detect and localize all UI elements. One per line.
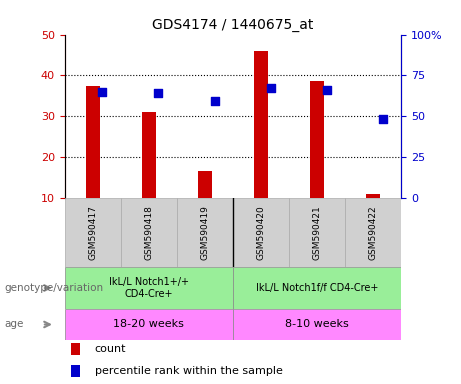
Bar <box>71 365 80 377</box>
Text: percentile rank within the sample: percentile rank within the sample <box>95 366 283 376</box>
Bar <box>198 171 212 198</box>
Text: count: count <box>95 344 126 354</box>
Text: 18-20 weeks: 18-20 weeks <box>113 319 184 329</box>
Bar <box>65 309 233 340</box>
Text: IkL/L Notch1+/+
CD4-Cre+: IkL/L Notch1+/+ CD4-Cre+ <box>109 277 189 299</box>
Bar <box>310 81 324 198</box>
Text: GSM590417: GSM590417 <box>88 205 97 260</box>
Text: GSM590419: GSM590419 <box>200 205 209 260</box>
Bar <box>142 112 156 198</box>
Text: age: age <box>5 319 24 329</box>
Bar <box>65 267 233 309</box>
Bar <box>289 198 345 267</box>
Text: GSM590421: GSM590421 <box>313 205 321 260</box>
Bar <box>233 267 401 309</box>
Text: GSM590422: GSM590422 <box>368 205 378 260</box>
Text: GSM590418: GSM590418 <box>144 205 153 260</box>
Bar <box>177 198 233 267</box>
Point <box>379 116 386 122</box>
Point <box>267 85 274 91</box>
Text: genotype/variation: genotype/variation <box>5 283 104 293</box>
Bar <box>65 198 121 267</box>
Bar <box>254 51 268 198</box>
Bar <box>71 343 80 355</box>
Point <box>155 90 162 96</box>
Bar <box>121 198 177 267</box>
Bar <box>366 194 380 198</box>
Title: GDS4174 / 1440675_at: GDS4174 / 1440675_at <box>152 18 313 32</box>
Bar <box>345 198 401 267</box>
Bar <box>233 198 289 267</box>
Text: IkL/L Notch1f/f CD4-Cre+: IkL/L Notch1f/f CD4-Cre+ <box>256 283 378 293</box>
Text: GSM590420: GSM590420 <box>256 205 266 260</box>
Text: 8-10 weeks: 8-10 weeks <box>285 319 349 329</box>
Bar <box>233 309 401 340</box>
Point <box>211 98 218 104</box>
Point <box>323 87 331 93</box>
Point <box>99 89 106 95</box>
Bar <box>86 86 100 198</box>
